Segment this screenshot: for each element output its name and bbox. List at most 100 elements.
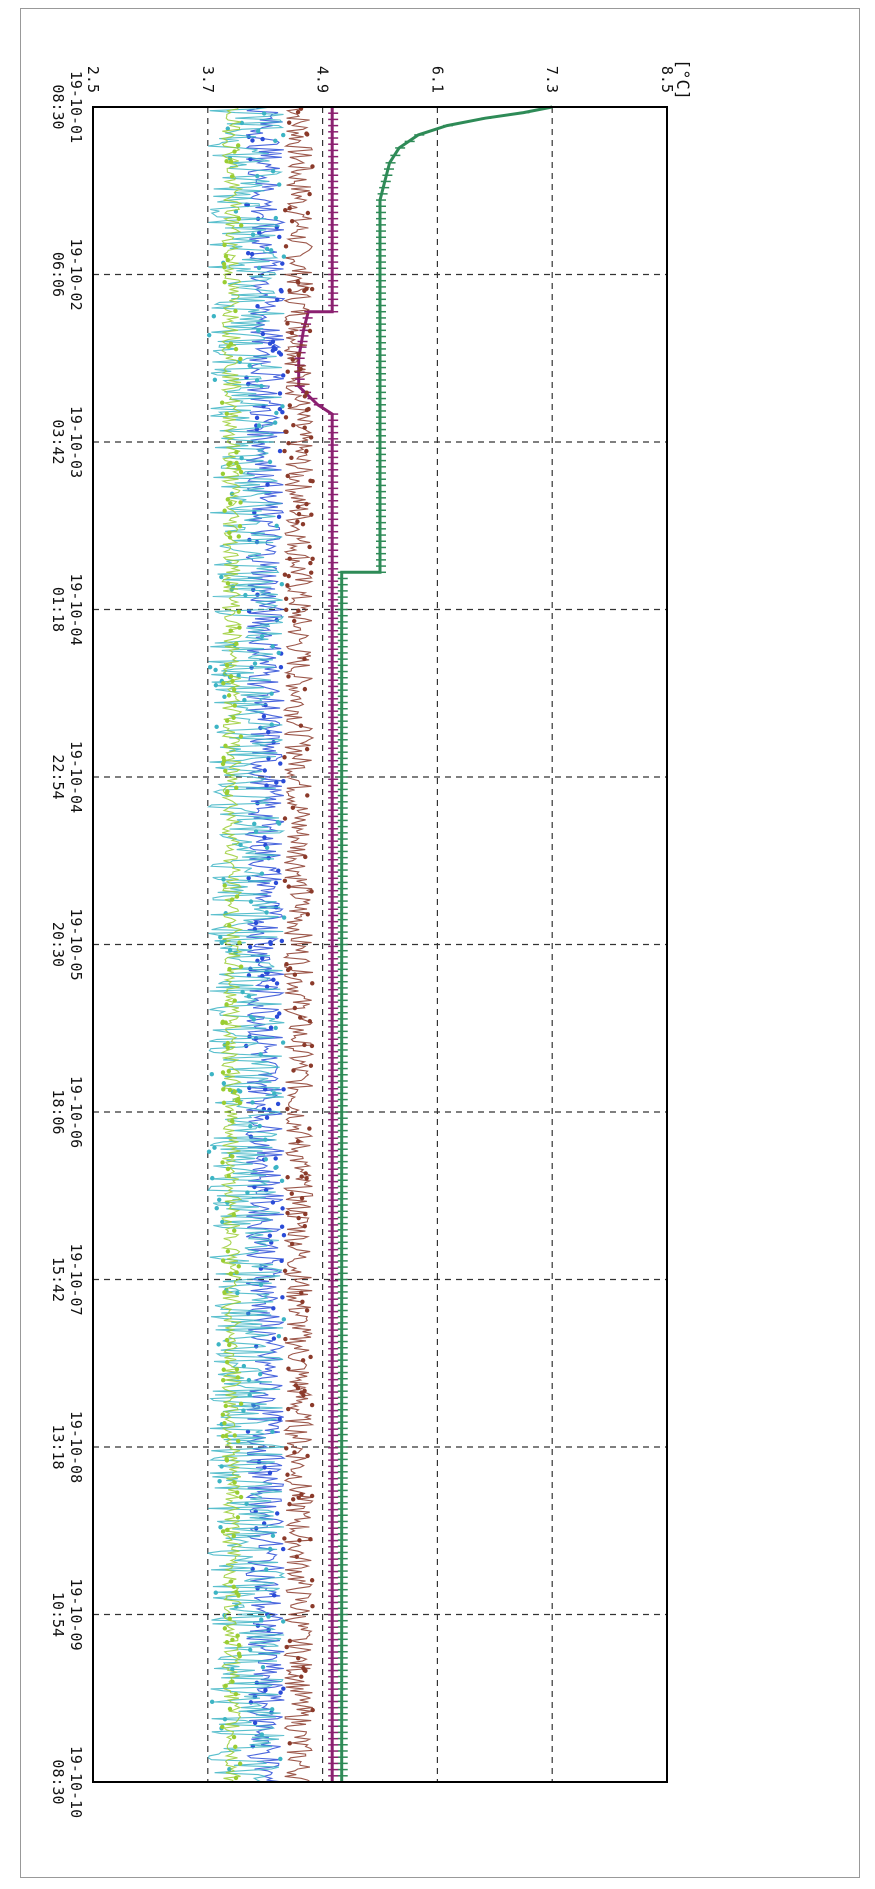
series-point [228,341,234,347]
series-point [300,1358,306,1363]
series-point [282,755,287,760]
y-tick-label: 2.5 [84,66,102,93]
series-point [241,1408,246,1413]
series-point [276,514,282,520]
series-point [232,1433,237,1438]
series-point [227,1342,232,1348]
series-point [281,1233,287,1238]
series-point [234,1590,239,1595]
series-point [219,400,225,405]
series-point [228,501,233,506]
series-point [304,1176,309,1181]
series-point [231,715,236,720]
x-tick-date: 19-10-01 [67,71,85,143]
series-point [249,251,255,257]
series-point [257,230,262,235]
series-point [264,1115,270,1120]
unit-label: [°C] [672,59,692,100]
series-point [247,1647,253,1653]
series-point [237,1100,243,1106]
series-point [248,899,254,904]
series-point [308,1354,313,1360]
series-point [307,1019,313,1024]
series-point [234,1270,239,1275]
series-point [273,1156,278,1161]
series-point [300,521,306,527]
series-point [285,1472,290,1477]
series-point [209,1072,215,1077]
x-tick-date: 19-10-10 [67,1746,85,1818]
series-point [304,501,309,507]
series-point [295,1139,301,1144]
series-point [281,779,286,784]
series-point [264,1567,269,1572]
series-point [284,961,289,967]
series-point [291,423,296,428]
series-point [307,328,313,334]
series-point [305,210,311,216]
series-point [230,678,235,684]
series-point [280,410,285,415]
series-point [231,1584,237,1590]
series-point [292,1450,297,1455]
series-point [274,523,279,529]
series-point [298,1015,303,1020]
series-point [286,884,291,889]
series-point [224,411,229,416]
series-point [262,1465,267,1470]
series-point [244,1501,249,1507]
series-point [258,1282,264,1288]
series-point [264,246,270,252]
series-point [234,641,239,646]
series-point [281,1686,286,1691]
x-tick-date: 19-10-04 [67,573,85,645]
series-point [310,1603,315,1609]
series-point [247,944,253,950]
series-point [256,265,262,271]
series-point [227,1616,232,1621]
series-point [302,425,307,430]
series-point [237,466,242,471]
series-point [235,143,241,148]
series-point [220,1529,226,1534]
series-point [292,618,297,624]
series-point [286,1406,291,1412]
series-point [282,878,288,884]
series-point [223,743,228,748]
series-point [236,1651,242,1656]
series-point [266,729,271,735]
series-point [276,1334,282,1339]
series-point [237,940,242,945]
x-tick-time: 22:54 [49,754,67,799]
series-point [221,758,227,763]
series-point [299,1290,304,1296]
series-4 [206,106,287,1783]
series-point [226,1173,231,1179]
series-point [232,149,237,154]
series-point [268,248,274,253]
series-point [281,1317,287,1322]
series-point [222,265,227,270]
series-point [256,423,262,428]
series-point [228,460,233,466]
series-point [285,473,290,479]
series-point [302,656,307,662]
series-point [222,1421,227,1426]
series-point [237,625,242,630]
series-point [220,471,226,477]
chart-frame [20,8,860,1878]
series-point [277,391,283,396]
series-point [304,407,310,413]
series-point [298,723,304,728]
x-tick-time: 01:18 [49,587,67,632]
series-point [302,686,308,692]
series-point [230,1154,235,1159]
series-point [216,1197,222,1202]
series-point [273,138,278,143]
series-point [275,820,281,825]
series-point [299,1196,305,1201]
series-point [220,1160,225,1165]
x-tick-date: 19-10-08 [67,1411,85,1483]
series-point [255,128,261,134]
series-point [255,173,260,179]
